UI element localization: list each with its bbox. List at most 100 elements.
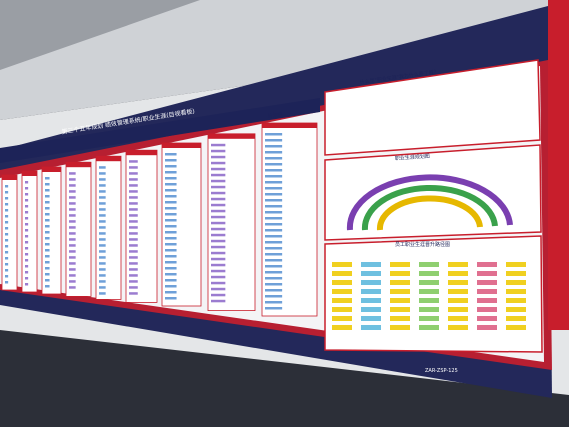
column-row (69, 250, 76, 253)
grid-cell (477, 280, 497, 285)
grid-cell (419, 298, 439, 303)
grid-cell (332, 262, 352, 267)
column-row (165, 261, 177, 264)
column-row (129, 202, 138, 205)
arc (361, 184, 498, 231)
column-row (99, 214, 106, 217)
column-row (25, 199, 29, 202)
board-code: ZAR-ZSP-125 (425, 368, 458, 374)
column-row (165, 153, 177, 156)
grid-cell (419, 316, 439, 321)
column-row (265, 157, 283, 160)
column-row (129, 256, 138, 259)
grid-cell (390, 325, 410, 330)
column-head (96, 156, 121, 162)
grid-cell (361, 307, 381, 312)
column-row (69, 202, 76, 205)
grid-cell (448, 316, 468, 321)
column-row (211, 287, 226, 291)
column-row (45, 273, 50, 276)
column-row (129, 268, 138, 271)
column-row (265, 217, 283, 220)
column-row (129, 292, 138, 295)
column-row (265, 211, 283, 214)
column-row (129, 208, 138, 211)
column-row (165, 207, 177, 210)
column-row (45, 285, 50, 288)
column-row (25, 277, 29, 280)
grid-cell (390, 262, 410, 267)
grid-cell (477, 289, 497, 294)
column-row (69, 262, 76, 265)
grid-cell (332, 316, 352, 321)
column-row (265, 295, 283, 298)
grid-cell (390, 316, 410, 321)
column-row (211, 161, 226, 165)
column-row (211, 281, 226, 285)
column-row (99, 226, 106, 229)
column-row (25, 259, 29, 262)
grid-cell (448, 298, 468, 303)
column-row (165, 249, 177, 252)
panel-title: 计划部 (267, 111, 283, 120)
column-row (99, 256, 106, 259)
grid-cell (332, 289, 352, 294)
column-row (265, 283, 283, 286)
column-row (265, 271, 283, 274)
path-grid (332, 262, 526, 330)
column-row (211, 251, 226, 255)
column-row (69, 238, 76, 241)
grid-cell (361, 325, 381, 330)
column-row (129, 280, 138, 283)
column-row (165, 243, 177, 246)
column-row (5, 227, 9, 230)
column-row (5, 191, 9, 194)
column-row (265, 235, 283, 238)
column-row (165, 267, 177, 270)
column-row (211, 263, 226, 267)
floor (0, 330, 569, 427)
column-row (69, 226, 76, 229)
side-banner (548, 0, 569, 330)
column-row (211, 149, 226, 153)
column-row (25, 271, 29, 274)
column-row (25, 253, 29, 256)
column-row (5, 281, 9, 284)
column-row (265, 181, 283, 184)
column-row (25, 205, 29, 208)
grid-cell (361, 316, 381, 321)
column-row (211, 203, 226, 207)
column-row (165, 297, 177, 300)
grid-cell (506, 307, 526, 312)
info-panel (324, 59, 541, 156)
column-row (165, 213, 177, 216)
column-row (69, 178, 76, 181)
column-row (165, 285, 177, 288)
column-row (99, 202, 106, 205)
column-head (126, 150, 157, 156)
column-row (129, 214, 138, 217)
column-row (211, 269, 226, 273)
column-row (165, 177, 177, 180)
column-row (129, 250, 138, 253)
column-row (99, 208, 106, 211)
column-row (45, 207, 50, 210)
column-row (129, 220, 138, 223)
column-row (45, 189, 50, 192)
column-row (25, 181, 29, 184)
column-row (45, 249, 50, 252)
column-row (45, 279, 50, 282)
column-row (265, 259, 283, 262)
column-row (25, 217, 29, 220)
column-row (25, 283, 29, 286)
column-row (265, 265, 283, 268)
column-row (99, 196, 106, 199)
column-row (5, 203, 9, 206)
grid-cell (506, 280, 526, 285)
column-row (211, 143, 226, 147)
column-row (99, 166, 106, 169)
column-row (99, 250, 106, 253)
column-row (25, 241, 29, 244)
column-row (69, 220, 76, 223)
grid-cell (390, 271, 410, 276)
